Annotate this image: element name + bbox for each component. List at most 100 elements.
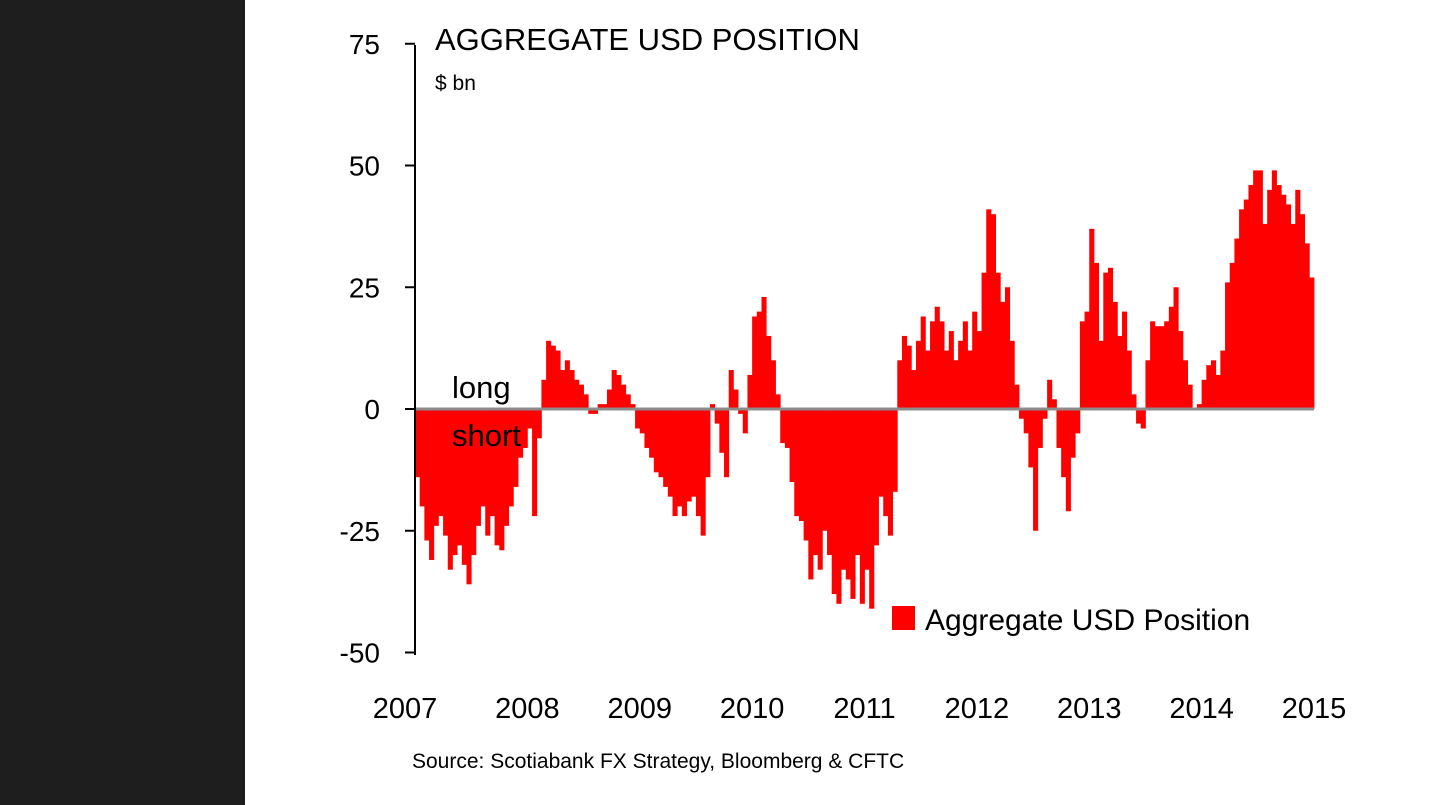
bar [663, 409, 669, 487]
bar [972, 311, 978, 409]
bar [433, 409, 439, 526]
source-note: Source: Scotiabank FX Strategy, Bloomber… [412, 750, 904, 773]
bar [686, 409, 692, 502]
y-tick-label: 25 [349, 272, 380, 303]
bar [1126, 350, 1132, 409]
bar [995, 272, 1001, 409]
bar [761, 296, 767, 409]
bar [616, 374, 622, 409]
bar [1065, 409, 1071, 512]
bar [1178, 331, 1184, 409]
chart-title: AGGREGATE USD POSITION [435, 22, 860, 57]
x-tick-label: 2013 [1057, 693, 1122, 725]
bar [855, 409, 861, 556]
bar [1276, 184, 1282, 409]
bar [934, 306, 940, 409]
bar [681, 409, 687, 517]
bar [508, 409, 514, 507]
bar [845, 409, 851, 580]
bar [747, 374, 753, 409]
bar [677, 409, 683, 507]
bar [574, 379, 580, 409]
y-tick-label: -25 [340, 516, 380, 547]
bar [1079, 321, 1085, 409]
y-tick-label: 0 [364, 394, 380, 425]
bar [438, 409, 444, 517]
bar [1009, 340, 1015, 409]
bar [536, 409, 542, 439]
bar [489, 409, 495, 517]
bar [672, 409, 678, 517]
bar [1117, 335, 1123, 409]
bar [827, 409, 833, 556]
bar [611, 370, 617, 409]
bar [592, 409, 599, 414]
bar [738, 409, 744, 414]
bar [532, 409, 538, 517]
bar [583, 394, 589, 409]
bar [503, 409, 510, 526]
bar [569, 370, 575, 409]
bar [873, 409, 879, 546]
bar [1253, 170, 1259, 409]
bar [480, 409, 486, 507]
bar [518, 409, 524, 458]
bar [1239, 209, 1245, 409]
bar [644, 409, 650, 448]
bar [887, 409, 893, 536]
bar [906, 345, 912, 409]
bar [695, 409, 702, 517]
bar [1271, 170, 1277, 409]
bar [1243, 199, 1249, 409]
bar [1000, 301, 1006, 409]
bar [719, 409, 725, 453]
bar [1173, 287, 1179, 409]
bar [443, 409, 449, 536]
long-annotation: long [452, 370, 511, 405]
bar [953, 360, 959, 409]
bar [1229, 262, 1235, 409]
bar [555, 350, 561, 409]
bar [1028, 409, 1034, 468]
bar [812, 409, 819, 556]
bar [461, 409, 467, 565]
bar [513, 409, 519, 487]
bar [714, 409, 720, 424]
bar [864, 409, 870, 570]
bar [742, 409, 748, 434]
bar [527, 409, 533, 429]
x-tick-label: 2009 [607, 693, 672, 725]
bar [1290, 223, 1296, 409]
bar [836, 409, 842, 604]
x-tick-label: 2011 [833, 693, 895, 725]
bar [705, 409, 711, 478]
bar [1248, 184, 1254, 409]
bar [522, 409, 528, 448]
bar [649, 409, 655, 458]
bar [1112, 301, 1118, 409]
bar [1051, 399, 1057, 409]
bar [1019, 409, 1025, 419]
legend-label: Aggregate USD Position [925, 604, 1250, 637]
bar [948, 331, 954, 409]
bar [1299, 214, 1306, 409]
bar [1047, 379, 1053, 409]
bar [700, 409, 706, 536]
bar [597, 404, 603, 409]
bar [1159, 326, 1165, 409]
bar [429, 409, 435, 560]
bar [602, 404, 608, 409]
bar [831, 409, 837, 595]
bar [822, 409, 828, 531]
bar [1285, 204, 1291, 409]
bar [798, 409, 805, 522]
bar [1150, 321, 1156, 409]
bar [1084, 311, 1090, 409]
bar [775, 394, 781, 409]
x-tick-label: 2015 [1282, 693, 1347, 725]
bar [457, 409, 463, 546]
bar [621, 384, 627, 409]
bar [841, 409, 847, 570]
bar [897, 360, 903, 409]
